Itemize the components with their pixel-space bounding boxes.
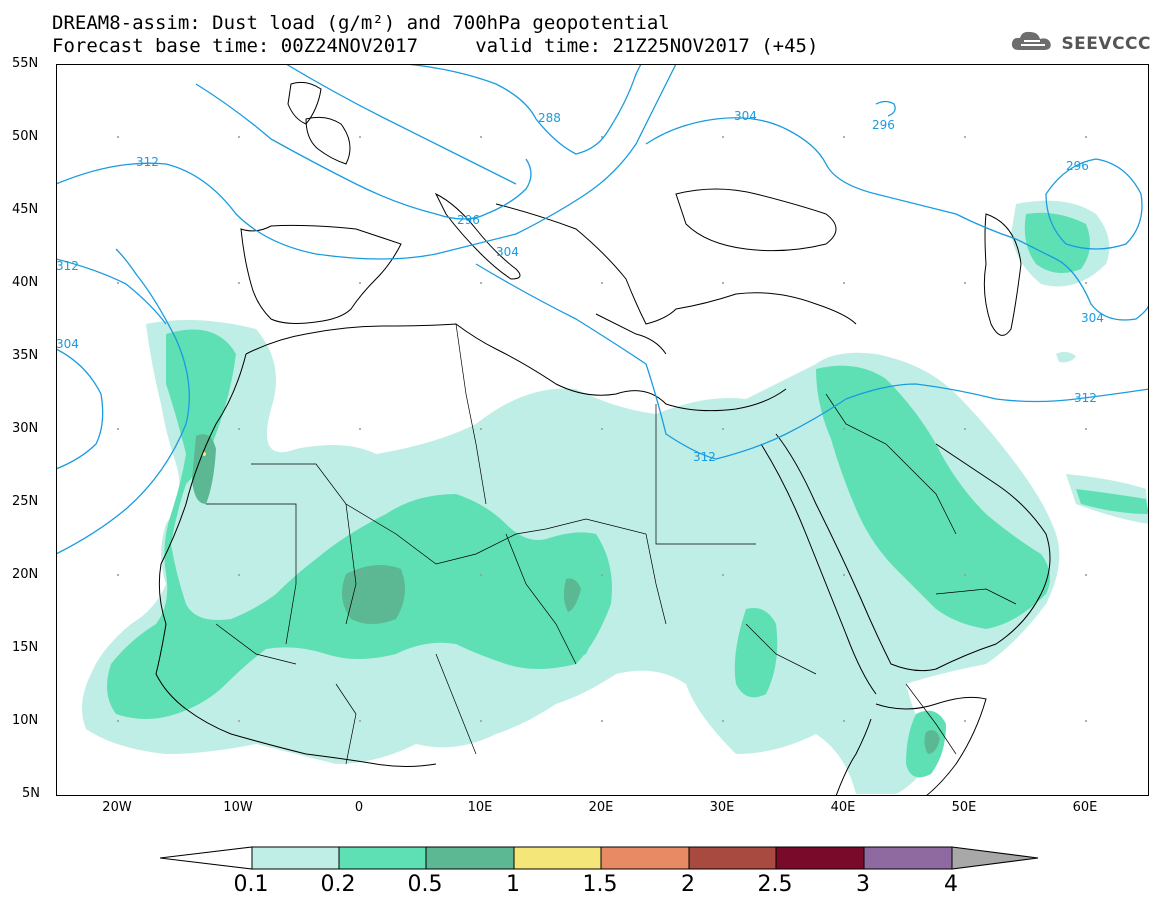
- lat-label: 40N: [12, 275, 39, 290]
- colorbar-bin: [600, 846, 690, 870]
- lon-label: 20E: [588, 800, 614, 815]
- dust-load-map: 288 304 296 312 312 304 296 312 312 304 …: [56, 64, 1149, 796]
- colorbar-label: 2.5: [757, 872, 793, 897]
- lat-label: 15N: [12, 640, 39, 655]
- seevccc-logo: SEEVCCC: [1009, 28, 1151, 59]
- lat-label: 45N: [12, 202, 39, 217]
- map-canvas: 288 304 296 312 312 304 296 312 312 304 …: [56, 64, 1149, 796]
- contour-label: 304: [734, 109, 757, 123]
- lat-label: 5N: [22, 786, 40, 801]
- colorbar-overflow: [951, 846, 1039, 870]
- colorbar-label: 1.5: [582, 872, 618, 897]
- lon-label: 30E: [709, 800, 735, 815]
- contour-label: 296: [1066, 159, 1089, 173]
- dust-shading-dark: [192, 434, 940, 754]
- colorbar: [159, 842, 1040, 886]
- coastlines: [155, 81, 1051, 796]
- lon-label: 10W: [223, 800, 253, 815]
- geopotential-contours: [56, 64, 1149, 555]
- contour-label: 304: [496, 245, 519, 259]
- map-frame: [56, 64, 1149, 796]
- contour-label: 296: [457, 213, 480, 227]
- colorbar-underflow: [159, 846, 253, 870]
- graticule: [117, 136, 1087, 722]
- lat-label: 30N: [12, 421, 39, 436]
- colorbar-bin: [513, 846, 602, 870]
- logo-text: SEEVCCC: [1061, 33, 1151, 54]
- lat-label: 20N: [12, 567, 39, 582]
- lat-label: 35N: [12, 348, 39, 363]
- contour-label: 312: [693, 450, 716, 464]
- lon-label: 60E: [1072, 800, 1098, 815]
- lon-label: 20W: [102, 800, 132, 815]
- lat-label: 50N: [12, 129, 39, 144]
- colorbar-label: 3: [856, 872, 870, 897]
- lat-label: 55N: [12, 56, 39, 71]
- colorbar-label: 0.2: [320, 872, 356, 897]
- dust-shading-medium: [107, 212, 1149, 778]
- colorbar-bin: [775, 846, 865, 870]
- colorbar-label: 2: [681, 872, 695, 897]
- colorbar-label: 0.5: [407, 872, 443, 897]
- lat-label: 10N: [12, 713, 39, 728]
- lon-label: 50E: [951, 800, 977, 815]
- contour-label: 304: [1081, 311, 1104, 325]
- lat-label: 25N: [12, 494, 39, 509]
- colorbar-label: 0.1: [233, 872, 269, 897]
- contour-label: 304: [56, 337, 79, 351]
- country-borders: [206, 323, 1017, 765]
- cloud-logo-icon: [1009, 28, 1057, 59]
- contour-label: 312: [1074, 391, 1097, 405]
- contour-label: 288: [538, 111, 561, 125]
- contour-label: 296: [872, 118, 895, 132]
- colorbar-bin: [688, 846, 777, 870]
- colorbar-bin: [251, 846, 340, 870]
- contour-labels: 288 304 296 312 312 304 296 312 312 304 …: [56, 109, 1104, 464]
- lon-label: 0: [354, 800, 364, 815]
- lon-label: 10E: [467, 800, 493, 815]
- contour-label: 312: [136, 155, 159, 169]
- colorbar-svg: [159, 846, 1039, 870]
- lon-label: 40E: [830, 800, 856, 815]
- contour-label: 312: [56, 259, 79, 273]
- colorbar-bin: [425, 846, 515, 870]
- colorbar-label: 4: [944, 872, 958, 897]
- map-title: DREAM8-assim: Dust load (g/m²) and 700hP…: [52, 12, 670, 34]
- colorbar-bin: [338, 846, 427, 870]
- colorbar-bin: [863, 846, 953, 870]
- forecast-times: Forecast base time: 00Z24NOV2017 valid t…: [52, 35, 819, 57]
- colorbar-label: 1: [506, 872, 520, 897]
